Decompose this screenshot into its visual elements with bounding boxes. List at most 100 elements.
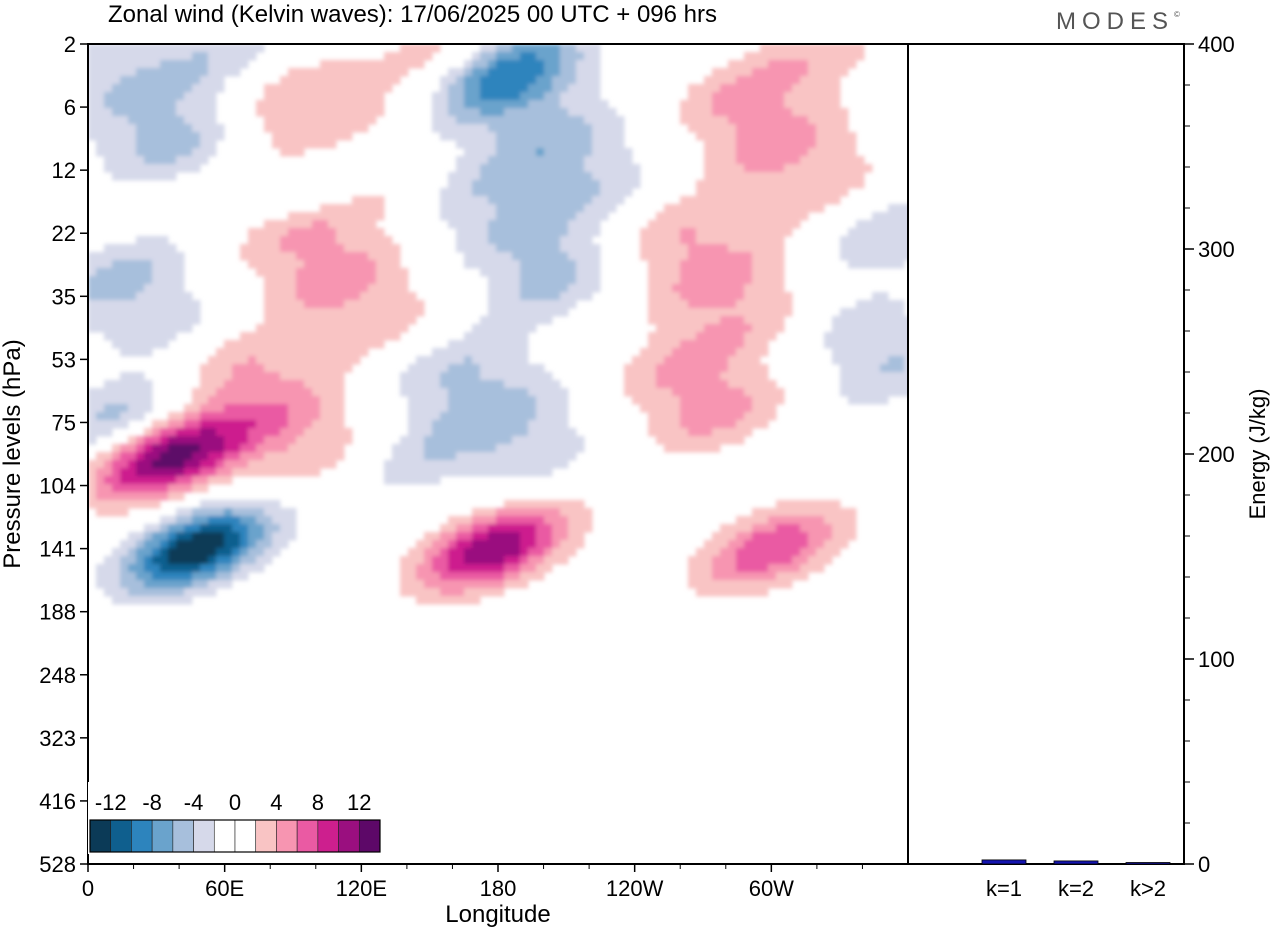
heatmap-cell — [488, 276, 497, 285]
heatmap-cell — [552, 460, 561, 469]
heatmap-cell — [440, 108, 449, 117]
heatmap-cell — [536, 172, 545, 181]
heatmap-cell — [240, 516, 249, 525]
heatmap-cell — [704, 540, 713, 549]
heatmap-cell — [528, 508, 537, 517]
heatmap-cell — [872, 332, 881, 341]
heatmap-cell — [312, 124, 321, 133]
heatmap-cell — [144, 556, 153, 565]
heatmap-cell — [504, 148, 513, 157]
heatmap-cell — [520, 92, 529, 101]
heatmap-cell — [168, 580, 177, 589]
heatmap-cell — [280, 356, 289, 365]
heatmap-cell — [208, 588, 217, 597]
heatmap-cell — [888, 388, 897, 397]
heatmap-cell — [264, 252, 273, 261]
heatmap-cell — [480, 404, 489, 413]
heatmap-cell — [824, 180, 833, 189]
heatmap-cell — [152, 452, 161, 461]
heatmap-cell — [432, 540, 441, 549]
heatmap-cell — [192, 564, 201, 573]
heatmap-cell — [608, 148, 617, 157]
heatmap-cell — [792, 140, 801, 149]
heatmap-cell — [760, 524, 769, 533]
heatmap-cell — [280, 220, 289, 229]
heatmap-cell — [864, 324, 873, 333]
heatmap-cell — [184, 68, 193, 77]
heatmap-cell — [128, 580, 137, 589]
heatmap-cell — [104, 276, 113, 285]
heatmap-cell — [504, 220, 513, 229]
heatmap-cell — [216, 452, 225, 461]
heatmap-cell — [288, 68, 297, 77]
heatmap-cell — [584, 52, 593, 61]
heatmap-cell — [656, 228, 665, 237]
heatmap-cell — [448, 540, 457, 549]
heatmap-cell — [304, 236, 313, 245]
heatmap-cell — [248, 548, 257, 557]
heatmap-cell — [832, 180, 841, 189]
energy-bars: k=1 k=2 k>2 — [981, 859, 1171, 901]
heatmap-cell — [848, 244, 857, 253]
heatmap-cell — [168, 324, 177, 333]
heatmap-cell — [208, 412, 217, 421]
heatmap-cell — [144, 172, 153, 181]
heatmap-cell — [760, 412, 769, 421]
heatmap-cell — [736, 364, 745, 373]
heatmap-cell — [264, 236, 273, 245]
heatmap-cell — [496, 68, 505, 77]
heatmap-cell — [112, 60, 121, 69]
heatmap-cell — [488, 468, 497, 477]
heatmap-cell — [712, 132, 721, 141]
heatmap-cell — [544, 148, 553, 157]
heatmap-cell — [792, 156, 801, 165]
heatmap-cell — [408, 444, 417, 453]
heatmap-cell — [488, 204, 497, 213]
heatmap-cell — [320, 228, 329, 237]
heatmap-cell — [168, 148, 177, 157]
heatmap-cell — [192, 108, 201, 117]
heatmap-cell — [696, 348, 705, 357]
heatmap-cell — [488, 532, 497, 541]
heatmap-cell — [712, 380, 721, 389]
heatmap-cell — [792, 76, 801, 85]
heatmap-cell — [168, 316, 177, 325]
heatmap-cell — [120, 540, 129, 549]
heatmap-cell — [512, 204, 521, 213]
heatmap-cell — [368, 252, 377, 261]
heatmap-cell — [536, 84, 545, 93]
heatmap-cell — [416, 460, 425, 469]
heatmap-cell — [552, 100, 561, 109]
heatmap-cell — [304, 116, 313, 125]
heatmap-cell — [720, 572, 729, 581]
heatmap-cell — [784, 516, 793, 525]
heatmap-cell — [768, 188, 777, 197]
heatmap-cell — [680, 356, 689, 365]
heatmap-cell — [832, 172, 841, 181]
heatmap-cell — [504, 172, 513, 181]
heatmap-cell — [664, 388, 673, 397]
heatmap-cell — [184, 460, 193, 469]
heatmap-cell — [816, 172, 825, 181]
heatmap-cell — [408, 60, 417, 69]
heatmap-cell — [704, 396, 713, 405]
heatmap-cell — [688, 260, 697, 269]
heatmap-cell — [176, 508, 185, 517]
heatmap-cell — [536, 116, 545, 125]
heatmap-cell — [456, 420, 465, 429]
heatmap-cell — [480, 388, 489, 397]
heatmap-cell — [704, 124, 713, 133]
heatmap-cell — [792, 132, 801, 141]
heatmap-cell — [752, 92, 761, 101]
heatmap-cell — [400, 452, 409, 461]
heatmap-cell — [296, 108, 305, 117]
heatmap-cell — [576, 92, 585, 101]
heatmap-cell — [704, 436, 713, 445]
heatmap-cell — [704, 588, 713, 597]
heatmap-cell — [144, 100, 153, 109]
heatmap-cell — [168, 76, 177, 85]
heatmap-cell — [144, 76, 153, 85]
heatmap-cell — [128, 92, 137, 101]
heatmap-cell — [792, 556, 801, 565]
heatmap-cell — [552, 252, 561, 261]
